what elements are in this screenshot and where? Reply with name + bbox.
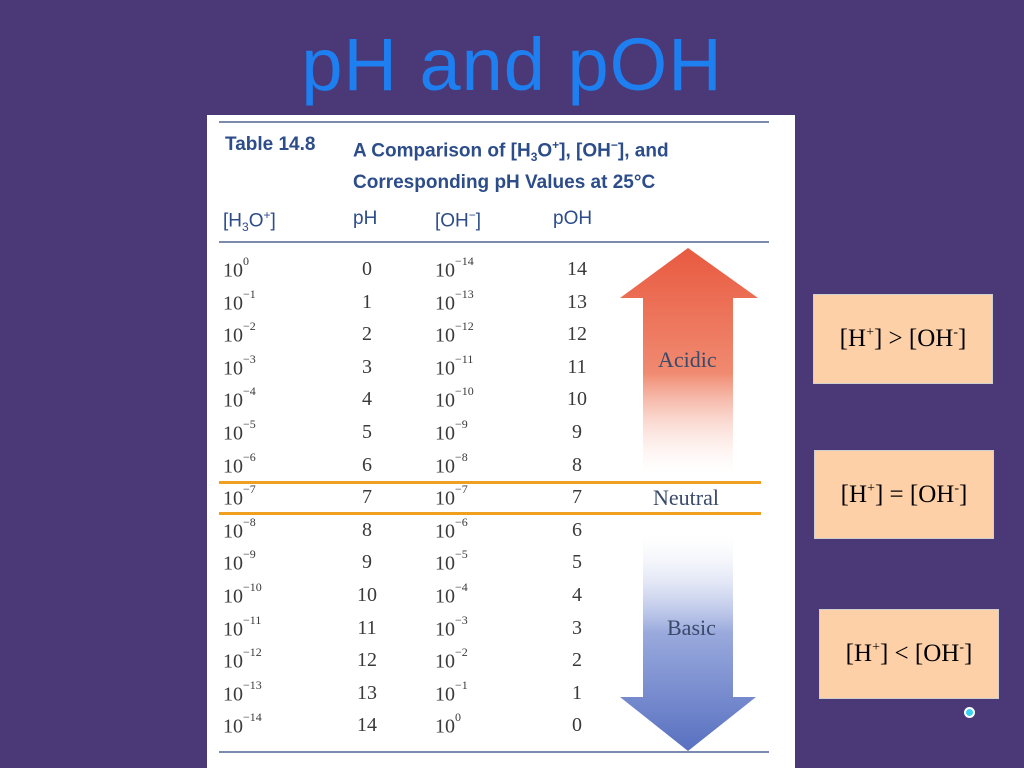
cell-ph: 9: [362, 551, 372, 573]
acidic-relation-box: [H +] > [OH -]: [813, 294, 993, 384]
cell-h3o: 10−12: [223, 645, 262, 673]
cell-ph: 6: [362, 454, 372, 476]
up-arrow-icon: [620, 248, 758, 475]
header-poh: pOH: [553, 208, 593, 229]
cell-h3o: 10−7: [223, 482, 256, 510]
cell-poh: 0: [572, 714, 582, 736]
comparison-table: Table 14.8 A Comparison of [H3O+], [OH−]…: [207, 115, 795, 768]
cell-poh: 9: [572, 421, 582, 443]
trend-arrows: [620, 248, 758, 751]
table-caption: A Comparison of [H3O+], [OH−], and Corre…: [353, 138, 669, 194]
cell-h3o: 10−1: [223, 287, 256, 315]
cell-h3o: 10−4: [223, 384, 256, 412]
cell-poh: 13: [567, 291, 587, 313]
header-h3o: [H3O+]: [223, 208, 276, 235]
cell-poh: 2: [572, 649, 582, 671]
cell-oh: 10−6: [435, 515, 468, 543]
slide-title: pH and pOH: [301, 23, 723, 106]
cell-oh: 10−9: [435, 417, 468, 445]
nav-dot-icon[interactable]: [964, 707, 975, 718]
down-arrow-icon: [620, 535, 756, 751]
cell-ph: 4: [362, 388, 372, 410]
cell-ph: 0: [362, 258, 372, 280]
acidic-label: Acidic: [658, 347, 717, 372]
cell-ph: 13: [357, 682, 377, 704]
cell-ph: 12: [357, 649, 377, 671]
cell-ph: 7: [362, 486, 372, 508]
cell-poh: 5: [572, 551, 582, 573]
neutral-line-top: [219, 481, 761, 484]
cell-oh: 10−5: [435, 547, 468, 575]
cell-oh: 10−4: [435, 580, 468, 608]
cell-h3o: 10−13: [223, 678, 262, 706]
basic-relation-box: [H +] < [OH -]: [819, 609, 999, 699]
cell-h3o: 10−11: [223, 613, 262, 641]
cell-oh: 10−11: [435, 352, 474, 380]
basic-label: Basic: [667, 615, 716, 640]
cell-ph: 14: [357, 714, 377, 736]
cell-oh: 10−14: [435, 254, 474, 282]
header-rule: [219, 241, 769, 243]
cell-oh: 100: [435, 710, 461, 738]
cell-h3o: 10−8: [223, 515, 256, 543]
neutral-relation-box: [H +] = [OH -]: [814, 450, 994, 539]
cell-poh: 10: [567, 388, 587, 410]
cell-oh: 10−12: [435, 319, 474, 347]
cell-ph: 8: [362, 519, 372, 541]
cell-poh: 3: [572, 617, 582, 639]
cell-h3o: 10−2: [223, 319, 256, 347]
cell-h3o: 10−6: [223, 450, 256, 478]
cell-h3o: 10−14: [223, 710, 262, 738]
cell-oh: 10−3: [435, 613, 468, 641]
header-ph: pH: [353, 208, 378, 229]
top-rule: [219, 121, 769, 123]
header-oh: [OH−]: [435, 208, 482, 232]
cell-poh: 11: [567, 356, 587, 378]
cell-poh: 1: [572, 682, 582, 704]
cell-ph: 3: [362, 356, 372, 378]
cell-ph: 11: [357, 617, 377, 639]
cell-oh: 10−8: [435, 450, 468, 478]
bottom-rule: [219, 751, 769, 753]
cell-poh: 4: [572, 584, 582, 606]
cell-oh: 10−1: [435, 678, 468, 706]
neutral-line-bottom: [219, 512, 761, 515]
cell-oh: 10−7: [435, 482, 468, 510]
cell-h3o: 100: [223, 254, 249, 282]
cell-ph: 10: [357, 584, 377, 606]
cell-poh: 7: [572, 486, 582, 508]
cell-poh: 6: [572, 519, 582, 541]
cell-oh: 10−13: [435, 287, 474, 315]
cell-h3o: 10−5: [223, 417, 256, 445]
cell-ph: 1: [362, 291, 372, 313]
cell-h3o: 10−3: [223, 352, 256, 380]
cell-poh: 14: [567, 258, 587, 280]
cell-ph: 5: [362, 421, 372, 443]
cell-poh: 12: [567, 323, 587, 345]
cell-oh: 10−10: [435, 384, 474, 412]
cell-h3o: 10−9: [223, 547, 256, 575]
neutral-label: Neutral: [653, 485, 719, 510]
cell-poh: 8: [572, 454, 582, 476]
cell-oh: 10−2: [435, 645, 468, 673]
table-number: Table 14.8: [225, 134, 316, 155]
cell-h3o: 10−10: [223, 580, 262, 608]
cell-ph: 2: [362, 323, 372, 345]
